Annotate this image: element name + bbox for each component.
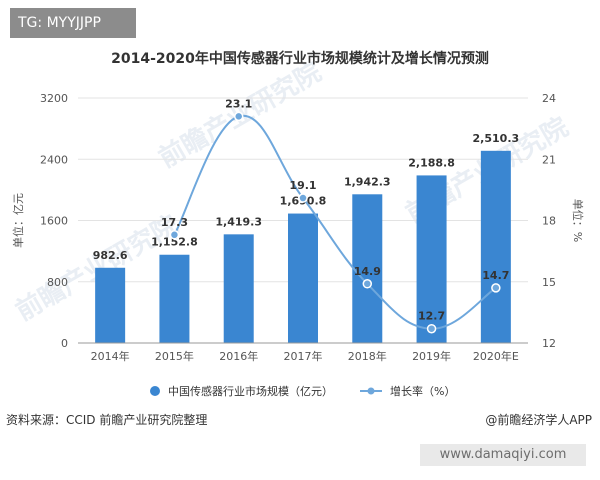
y-tick-label: 1600 <box>40 215 68 228</box>
y-tick-label: 2400 <box>40 153 68 166</box>
line-data-label: 23.1 <box>225 97 252 110</box>
bar <box>159 254 190 343</box>
chart-area: 982.61,152.81,419.31,690.81,942.32,188.8… <box>11 92 585 398</box>
legend-line-label: 增长率（%） <box>390 384 455 398</box>
y-tick-label: 0 <box>61 337 68 350</box>
bar-data-label: 1,942.3 <box>344 175 391 188</box>
footer-url[interactable]: www.damaqiyi.com <box>420 444 586 466</box>
line-data-label: 14.7 <box>482 269 509 282</box>
bar <box>288 213 318 343</box>
source-note: 资料来源：CCID 前瞻产业研究院整理 <box>6 413 208 427</box>
legend: 中国传感器行业市场规模（亿元） 增长率（%） <box>150 384 455 398</box>
x-tick-label: 2018年 <box>348 349 387 363</box>
bar-data-label: 2,188.8 <box>408 156 455 169</box>
y2-tick-label: 15 <box>542 276 556 289</box>
line-data-label: 14.9 <box>354 265 381 278</box>
x-tick-label: 2019年 <box>412 349 451 363</box>
bar <box>352 194 383 343</box>
bar <box>480 150 511 343</box>
tg-badge: TG: MYYJJPP <box>10 8 136 38</box>
bar-data-label: 1,419.3 <box>215 215 262 228</box>
bar-series: 982.61,152.81,419.31,690.81,942.32,188.8… <box>93 132 519 343</box>
bar-data-label: 1,152.8 <box>151 236 198 249</box>
line-point <box>298 193 308 203</box>
axes: 0 800 1600 2400 3200 12 15 18 21 24 单位：亿元 单位：% 2014年… <box>11 92 585 363</box>
y-axis-title: 单位：亿元 <box>11 193 25 248</box>
x-tick-label: 2017年 <box>284 349 323 363</box>
x-tick-label: 2015年 <box>155 349 194 363</box>
chart-title: 2014-2020年中国传感器行业市场规模统计及增长情况预测 <box>111 51 489 67</box>
line-point <box>169 230 180 240</box>
bar-data-label: 982.6 <box>93 249 128 262</box>
y2-tick-label: 18 <box>542 215 556 228</box>
legend-bar-label: 中国传感器行业市场规模（亿元） <box>168 384 333 398</box>
line-data-label: 12.7 <box>418 310 445 323</box>
x-tick-label: 2014年 <box>91 349 130 363</box>
y2-tick-label: 12 <box>542 337 556 350</box>
bar <box>416 175 447 343</box>
y2-axis-title: 单位：% <box>571 199 585 242</box>
line-data-label: 17.3 <box>161 216 188 229</box>
y2-tick-label: 21 <box>542 153 556 166</box>
line-point <box>491 283 501 293</box>
line-point <box>362 279 373 289</box>
bar <box>95 267 126 343</box>
line-series: 17.3 23.1 19.1 14.9 12.7 14.7 <box>161 97 509 334</box>
line-point <box>426 323 437 334</box>
legend-line-marker <box>367 387 375 395</box>
y2-tick-label: 24 <box>542 92 556 105</box>
line-point <box>233 111 244 122</box>
bar <box>223 234 254 343</box>
line-data-label: 19.1 <box>289 179 316 192</box>
y-tick-label: 800 <box>47 276 68 289</box>
legend-bar-swatch <box>150 386 160 396</box>
x-tick-label: 2020年E <box>473 349 519 363</box>
bar-data-label: 2,510.3 <box>473 132 520 145</box>
app-credit: @前瞻经济学人APP <box>485 413 592 427</box>
x-tick-label: 2016年 <box>219 349 258 363</box>
y-tick-label: 3200 <box>40 92 68 105</box>
